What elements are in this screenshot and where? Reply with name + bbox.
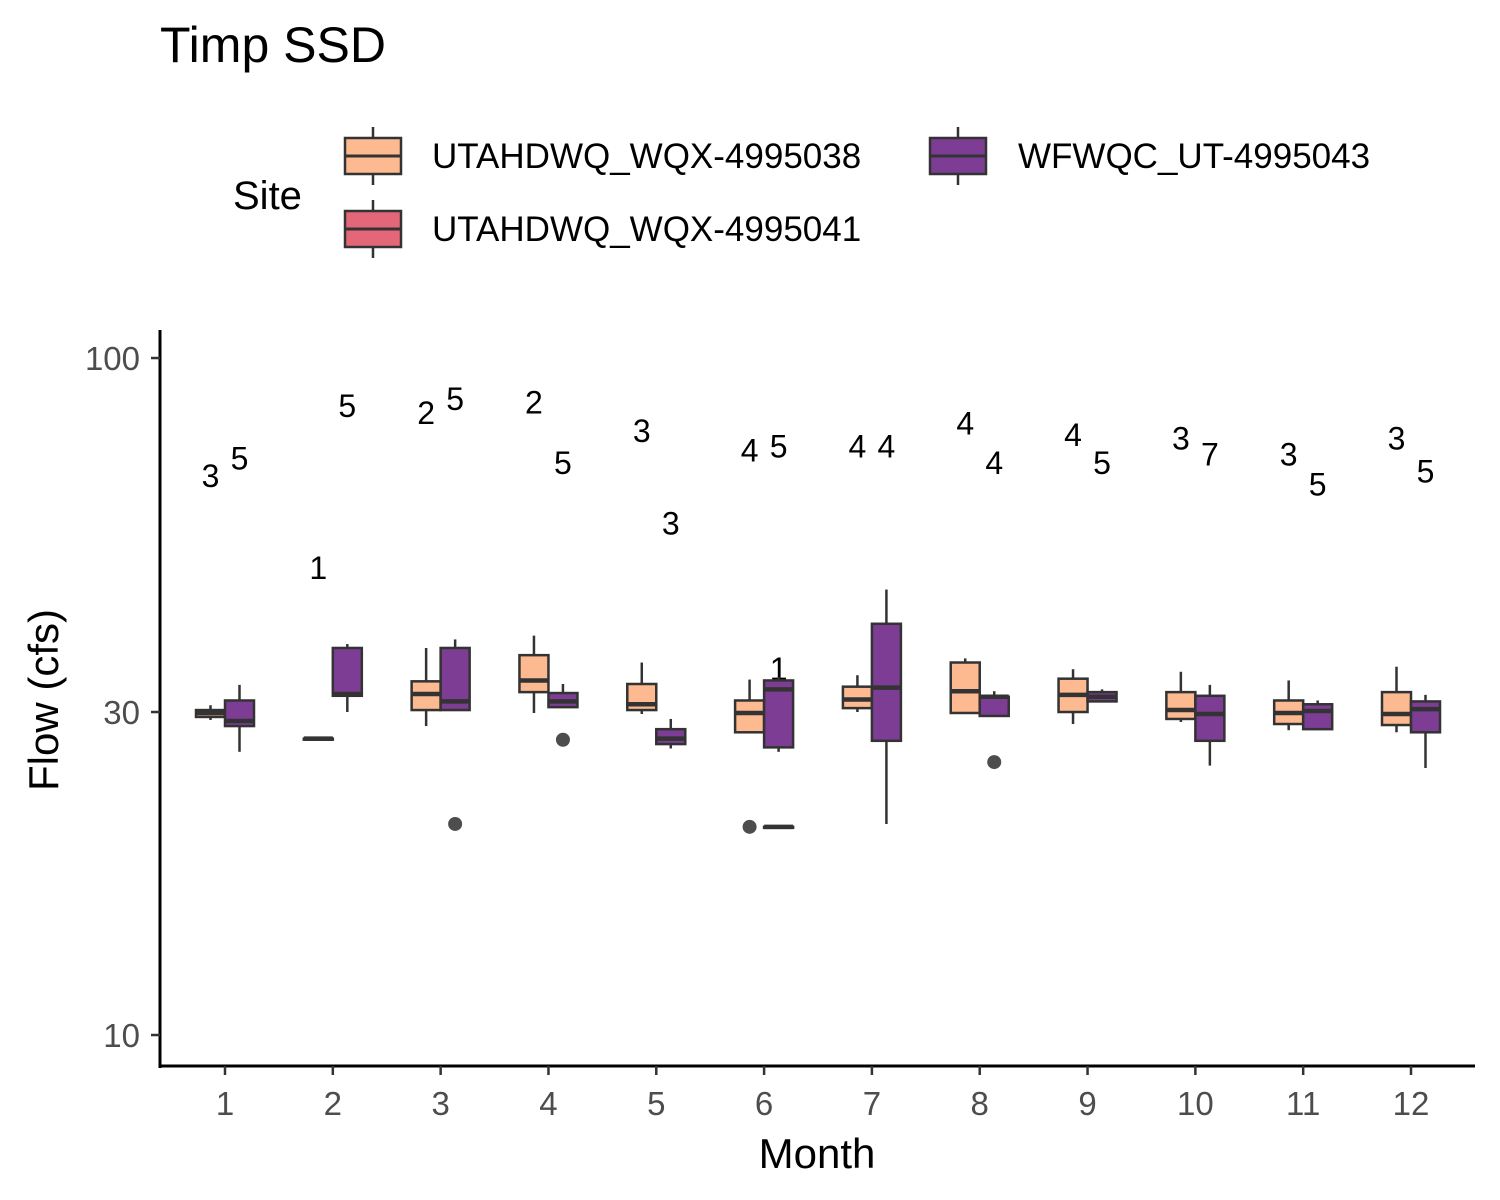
box (1380, 690, 1413, 727)
box (1301, 703, 1334, 731)
y-tick-label: 100 (85, 340, 140, 377)
box-UTAHDWQ_WQX-4995038-month-4: 2 (518, 384, 550, 713)
box-UTAHDWQ_WQX-4995038-month-11: 3 (1272, 437, 1305, 731)
count-label: 3 (1280, 437, 1298, 473)
count-label: 5 (554, 445, 572, 481)
legend: Site UTAHDWQ_WQX-4995038UTAHDWQ_WQX-4995… (233, 127, 1370, 258)
box-UTAHDWQ_WQX-4995038-month-5: 3 (626, 413, 658, 714)
count-label: 3 (202, 458, 220, 494)
legend-label: UTAHDWQ_WQX-4995038 (432, 137, 861, 176)
count-label: 5 (1417, 453, 1435, 489)
y-tick-label: 10 (103, 1017, 140, 1054)
box (870, 622, 903, 743)
box-UTAHDWQ_WQX-4995041-month-6: 1 (762, 651, 795, 830)
x-tick-label: 1 (216, 1085, 234, 1122)
box-UTAHDWQ_WQX-4995038-month-8: 4 (949, 406, 981, 715)
count-label: 4 (849, 429, 867, 465)
box-WFWQC_UT-4995043-month-3: 5 (439, 381, 471, 831)
box (978, 695, 1010, 718)
outlier-point (555, 732, 570, 747)
x-axis-title: Month (759, 1130, 876, 1177)
count-label: 3 (1172, 421, 1190, 457)
outlier-point (448, 816, 463, 831)
box-WFWQC_UT-4995043-month-8: 4 (978, 445, 1010, 770)
x-tick-label: 10 (1177, 1085, 1214, 1122)
count-label: 4 (985, 445, 1003, 481)
count-label: 4 (741, 433, 759, 469)
box-UTAHDWQ_WQX-4995038-month-1: 3 (194, 458, 227, 720)
outlier-point (987, 755, 1002, 770)
legend-entry-UTAHDWQ_WQX-4995041: UTAHDWQ_WQX-4995041 (343, 200, 861, 258)
box (518, 653, 550, 694)
box-WFWQC_UT-4995043-month-10: 7 (1194, 437, 1226, 766)
count-label: 5 (770, 429, 788, 465)
count-label: 4 (956, 406, 974, 442)
box (949, 661, 981, 715)
x-tick-label: 5 (647, 1085, 665, 1122)
legend-entries: UTAHDWQ_WQX-4995038 UTAHDWQ_WQX-4995041 WF… (343, 127, 1370, 258)
box-WFWQC_UT-4995043-month-1: 5 (223, 441, 256, 752)
box-WFWQC_UT-4995043-month-12: 5 (1409, 453, 1442, 768)
box-WFWQC_UT-4995043-month-2: 5 (331, 388, 364, 713)
x-tick-label: 8 (971, 1085, 989, 1122)
y-axis-title: Flow (cfs) (20, 609, 67, 791)
box-WFWQC_UT-4995043-month-5: 3 (655, 505, 687, 749)
box-UTAHDWQ_WQX-4995038-month-9: 4 (1057, 417, 1089, 725)
y-tick-label: 30 (103, 694, 140, 731)
box-WFWQC_UT-4995043-month-11: 5 (1301, 467, 1334, 731)
x-tick-label: 12 (1393, 1085, 1430, 1122)
box (1194, 694, 1226, 743)
x-tick-label: 3 (431, 1085, 449, 1122)
legend-entry-WFWQC_UT-4995043: WFWQC_UT-4995043 (928, 127, 1370, 185)
box-WFWQC_UT-4995043-month-7: 4 (870, 429, 903, 824)
legend-label: UTAHDWQ_WQX-4995041 (432, 210, 861, 249)
box-UTAHDWQ_WQX-4995038-month-7: 4 (841, 429, 874, 713)
legend-title: Site (233, 174, 302, 218)
x-tick-label: 11 (1286, 1085, 1320, 1122)
count-label: 4 (1064, 417, 1082, 453)
box-WFWQC_UT-4995043-month-9: 5 (1086, 445, 1118, 703)
outlier-point (742, 819, 757, 834)
box (1165, 690, 1197, 721)
x-tick-label: 9 (1078, 1085, 1096, 1122)
box-UTAHDWQ_WQX-4995038-month-10: 3 (1165, 421, 1197, 722)
box-UTAHDWQ_WQX-4995038-month-2: 1 (302, 550, 335, 741)
box (331, 646, 364, 698)
x-tick-label: 6 (755, 1085, 773, 1122)
legend-label: WFWQC_UT-4995043 (1018, 137, 1370, 176)
box-WFWQC_UT-4995043-month-6: 5 (762, 429, 795, 752)
count-label: 7 (1201, 437, 1219, 473)
box-UTAHDWQ_WQX-4995038-month-3: 2 (410, 395, 442, 727)
count-label: 5 (338, 388, 356, 424)
box-UTAHDWQ_WQX-4995038-month-6: 4 (733, 433, 766, 834)
box (1409, 700, 1442, 734)
count-label: 1 (309, 550, 327, 586)
x-tick-label: 2 (324, 1085, 342, 1122)
count-label: 4 (878, 429, 896, 465)
box (733, 699, 766, 734)
x-tick-label: 7 (863, 1085, 881, 1122)
count-label: 3 (662, 505, 680, 541)
x-tick-label: 4 (539, 1085, 557, 1122)
count-label: 5 (446, 381, 464, 417)
box-UTAHDWQ_WQX-4995038-month-12: 3 (1380, 421, 1413, 733)
count-label: 2 (525, 384, 543, 420)
count-label: 1 (770, 651, 788, 687)
legend-entry-UTAHDWQ_WQX-4995038: UTAHDWQ_WQX-4995038 (343, 127, 861, 185)
count-label: 2 (417, 395, 435, 431)
count-label: 5 (231, 441, 249, 477)
count-label: 3 (1388, 421, 1406, 457)
box-WFWQC_UT-4995043-month-4: 5 (547, 445, 579, 747)
count-label: 5 (1093, 445, 1111, 481)
count-label: 5 (1309, 467, 1327, 503)
count-label: 3 (633, 413, 651, 449)
chart-title: Timp SSD (160, 17, 386, 73)
